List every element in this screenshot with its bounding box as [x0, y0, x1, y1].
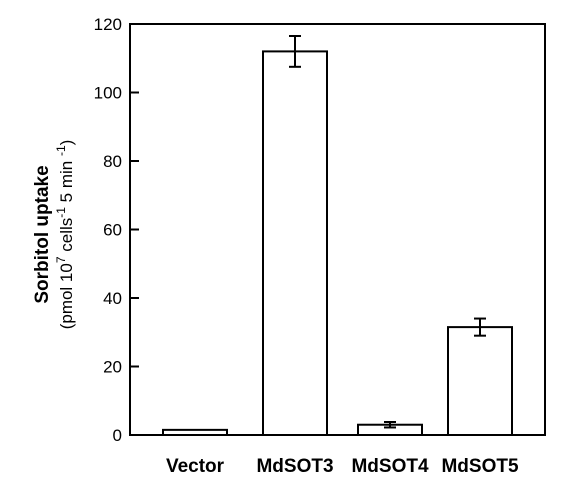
y-axis-unit-open: (pmol 10 [57, 263, 76, 329]
x-axis-categories: Vector MdSOT3 MdSOT4 MdSOT5 [166, 456, 519, 477]
y-tick-label: 60 [103, 221, 122, 240]
chart-bars [162, 34, 513, 437]
y-axis-unit-exp3: -1 [54, 145, 68, 156]
y-axis-ticks: 0 20 40 60 80 100 120 [94, 15, 139, 445]
y-tick-label: 40 [103, 289, 122, 308]
y-tick-label: 80 [103, 152, 122, 171]
bar-mdsot3 [262, 50, 328, 437]
y-tick-label: 0 [113, 426, 122, 445]
y-axis-unit-mid2: 5 min [57, 156, 76, 207]
y-tick-label: 120 [94, 15, 122, 34]
bar-vector [162, 428, 228, 436]
x-category-label: MdSOT4 [351, 456, 428, 477]
y-axis-title: Sorbitol uptake [32, 165, 53, 303]
y-tick-label: 20 [103, 358, 122, 377]
x-category-label: Vector [166, 456, 225, 477]
x-category-label: MdSOT3 [256, 456, 333, 477]
bar-mdsot5 [447, 326, 513, 436]
y-axis-unit: (pmol 107 cells-1 5 min -1) [54, 140, 76, 330]
x-category-label: MdSOT5 [441, 456, 518, 477]
y-axis-label: Sorbitol uptake (pmol 107 cells-1 5 min … [32, 140, 76, 330]
y-tick-label: 100 [94, 84, 122, 103]
y-axis-unit-exp2: -1 [54, 207, 68, 218]
y-axis-unit-close: ) [57, 140, 76, 146]
y-axis-unit-mid: cells [57, 218, 76, 257]
y-axis-unit-exp1: 7 [54, 256, 68, 263]
